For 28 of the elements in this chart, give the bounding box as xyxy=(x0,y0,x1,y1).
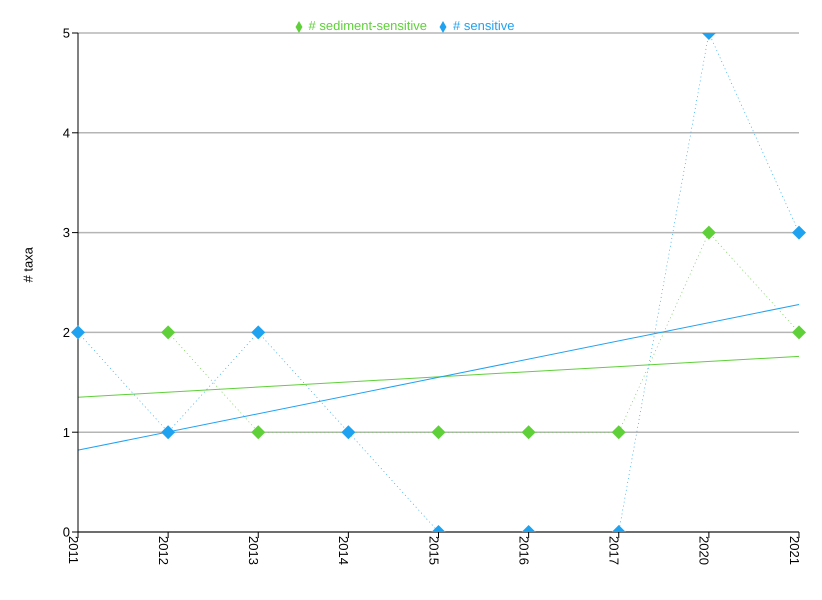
x-tick-label: 2014 xyxy=(336,536,352,565)
point xyxy=(792,325,806,340)
y-tick-label: 4 xyxy=(62,125,70,140)
point xyxy=(522,425,536,440)
x-tick-label: 2015 xyxy=(426,536,442,565)
y-tick-label: 5 xyxy=(62,26,70,41)
y-tick-label: 2 xyxy=(62,325,70,340)
point xyxy=(702,226,716,240)
legend-label: # sediment-sensitive xyxy=(308,18,428,33)
x-tick-label: 2012 xyxy=(156,536,171,565)
y-tick-label: 3 xyxy=(62,225,70,240)
point xyxy=(251,325,266,340)
point xyxy=(161,425,176,440)
x-tick-label: 2017 xyxy=(606,536,622,565)
point xyxy=(341,425,356,440)
y-tick-label: 1 xyxy=(62,424,70,440)
legend-label: # sensitive xyxy=(453,18,514,33)
point xyxy=(251,425,266,440)
point xyxy=(612,425,626,440)
point xyxy=(161,325,176,340)
point xyxy=(432,425,446,440)
x-tick-label: 2021 xyxy=(786,536,802,565)
x-tick-label: 2013 xyxy=(246,536,262,565)
point xyxy=(71,325,85,340)
point xyxy=(792,226,806,240)
x-tick-label: 2016 xyxy=(516,536,532,565)
x-tick-label: 2020 xyxy=(696,536,712,565)
y-axis-title: # taxa xyxy=(20,246,36,282)
